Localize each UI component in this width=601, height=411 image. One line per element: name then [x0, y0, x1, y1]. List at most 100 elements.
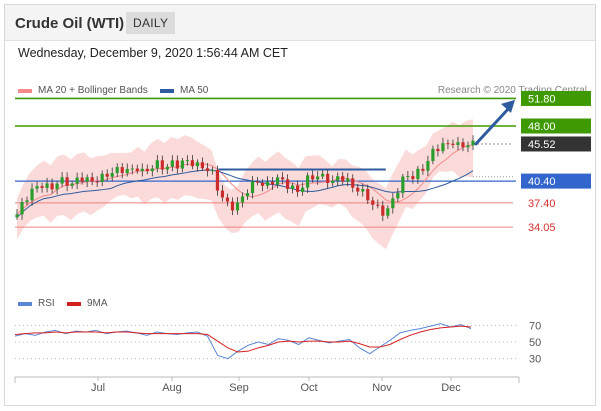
ma50-line: [16, 169, 474, 218]
candle-body: [285, 179, 290, 189]
ma20-swatch: [18, 88, 32, 93]
candle-body: [175, 160, 179, 169]
ma50-swatch: [160, 88, 174, 93]
candle-body: [45, 183, 49, 188]
rsi-tick-label-70: 70: [529, 320, 541, 332]
candles: [15, 135, 475, 222]
widget-header: Crude Oil (WTI) DAILY: [5, 5, 595, 41]
candle-body: [165, 166, 169, 170]
candle-body: [30, 188, 34, 201]
candle-body: [411, 176, 415, 180]
x-tick-label-oct: Oct: [300, 382, 317, 394]
candle-body: [260, 182, 265, 186]
price-label-text: 48.00: [528, 121, 556, 133]
candle-body: [50, 183, 54, 190]
candle-body: [255, 181, 260, 183]
candle-body: [351, 178, 355, 188]
instrument-title: Crude Oil (WTI): [15, 15, 125, 32]
candle-body: [110, 172, 114, 177]
candle-body: [426, 160, 430, 171]
candle-body: [70, 183, 74, 186]
candle-body: [431, 148, 435, 161]
candle-body: [115, 167, 119, 173]
price-label-34.05: 34.05: [528, 222, 556, 234]
candle-body: [65, 177, 69, 186]
candle-body: [265, 181, 270, 186]
candle-body: [215, 170, 220, 191]
price-label-text: 40.40: [528, 176, 556, 188]
candle-body: [291, 185, 295, 189]
candle-body: [160, 160, 164, 170]
price-chart: 51.80 48.00 45.52 40.40 37.40 34.05 70 50 30 Jul A…: [14, 90, 591, 394]
candle-body: [105, 173, 109, 177]
rsi-tick-label-50: 50: [529, 337, 541, 349]
candle-body: [336, 176, 340, 181]
candle-body: [356, 187, 360, 192]
candle-body: [55, 183, 59, 190]
legend-ma50-label: MA 50: [180, 85, 209, 96]
candle-body: [40, 186, 44, 188]
candle-body: [316, 176, 320, 180]
candle-body: [85, 177, 89, 182]
candle-body: [301, 187, 305, 192]
candle-body: [270, 181, 275, 185]
candle-body: [240, 196, 245, 203]
candle-body: [456, 142, 460, 145]
candle-body: [366, 189, 370, 201]
candle-body: [90, 177, 94, 182]
candle-body: [75, 177, 79, 184]
candle-body: [361, 189, 365, 192]
candle-body: [280, 177, 285, 180]
legend-ma50: MA 50: [160, 85, 208, 96]
candle-body: [321, 173, 325, 177]
price-label-40.40: 40.40: [521, 173, 591, 189]
x-tick-label-dec: Dec: [441, 382, 461, 394]
rsi-series-rsi: [14, 323, 472, 360]
legend-rsi-label: RSI: [38, 298, 55, 309]
price-label-box: [521, 173, 591, 189]
candle-body: [80, 177, 84, 182]
candle-body: [421, 168, 425, 171]
candle-body: [95, 181, 99, 183]
x-tick-label-sep: Sep: [229, 382, 249, 394]
price-label-51.80: 51.80: [521, 90, 591, 106]
candle-body: [306, 175, 310, 188]
price-label-text: 34.05: [528, 222, 556, 234]
candle-body: [100, 173, 104, 182]
candle-body: [140, 168, 144, 172]
price-label-text: 45.52: [528, 139, 556, 151]
price-label-37.40: 37.40: [528, 198, 556, 210]
candle-body: [120, 167, 124, 174]
candle-body: [225, 197, 230, 202]
candle-body: [210, 170, 215, 172]
candle-body: [341, 176, 345, 182]
candle-body: [396, 192, 400, 199]
candle-body: [220, 190, 225, 198]
candle-body: [135, 168, 139, 172]
candle-body: [326, 173, 330, 184]
candle-body: [311, 175, 315, 180]
candle-body: [331, 180, 335, 184]
rsi-series-9ma: [14, 325, 472, 353]
candle-body: [235, 202, 240, 211]
candle-body: [446, 143, 450, 145]
level-lines: [15, 97, 516, 228]
candle-body: [391, 198, 395, 209]
candle-body: [250, 181, 255, 194]
candle-body: [441, 143, 445, 152]
candle-body: [20, 201, 24, 215]
candle-body: [406, 176, 410, 178]
candle-body: [185, 160, 189, 162]
candle-body: [150, 168, 154, 172]
candle-body: [60, 177, 64, 184]
candle-body: [35, 186, 39, 189]
rsi-tick-label-30: 30: [529, 354, 541, 366]
legend-rsi-ma-label: 9MA: [87, 298, 108, 309]
candle-body: [275, 177, 280, 185]
candle-body: [230, 201, 235, 211]
candle-body: [145, 168, 149, 172]
legend-rsi: RSI: [18, 298, 55, 309]
candle-body: [190, 160, 194, 167]
candle-body: [461, 142, 465, 148]
period-badge[interactable]: DAILY: [126, 12, 176, 34]
